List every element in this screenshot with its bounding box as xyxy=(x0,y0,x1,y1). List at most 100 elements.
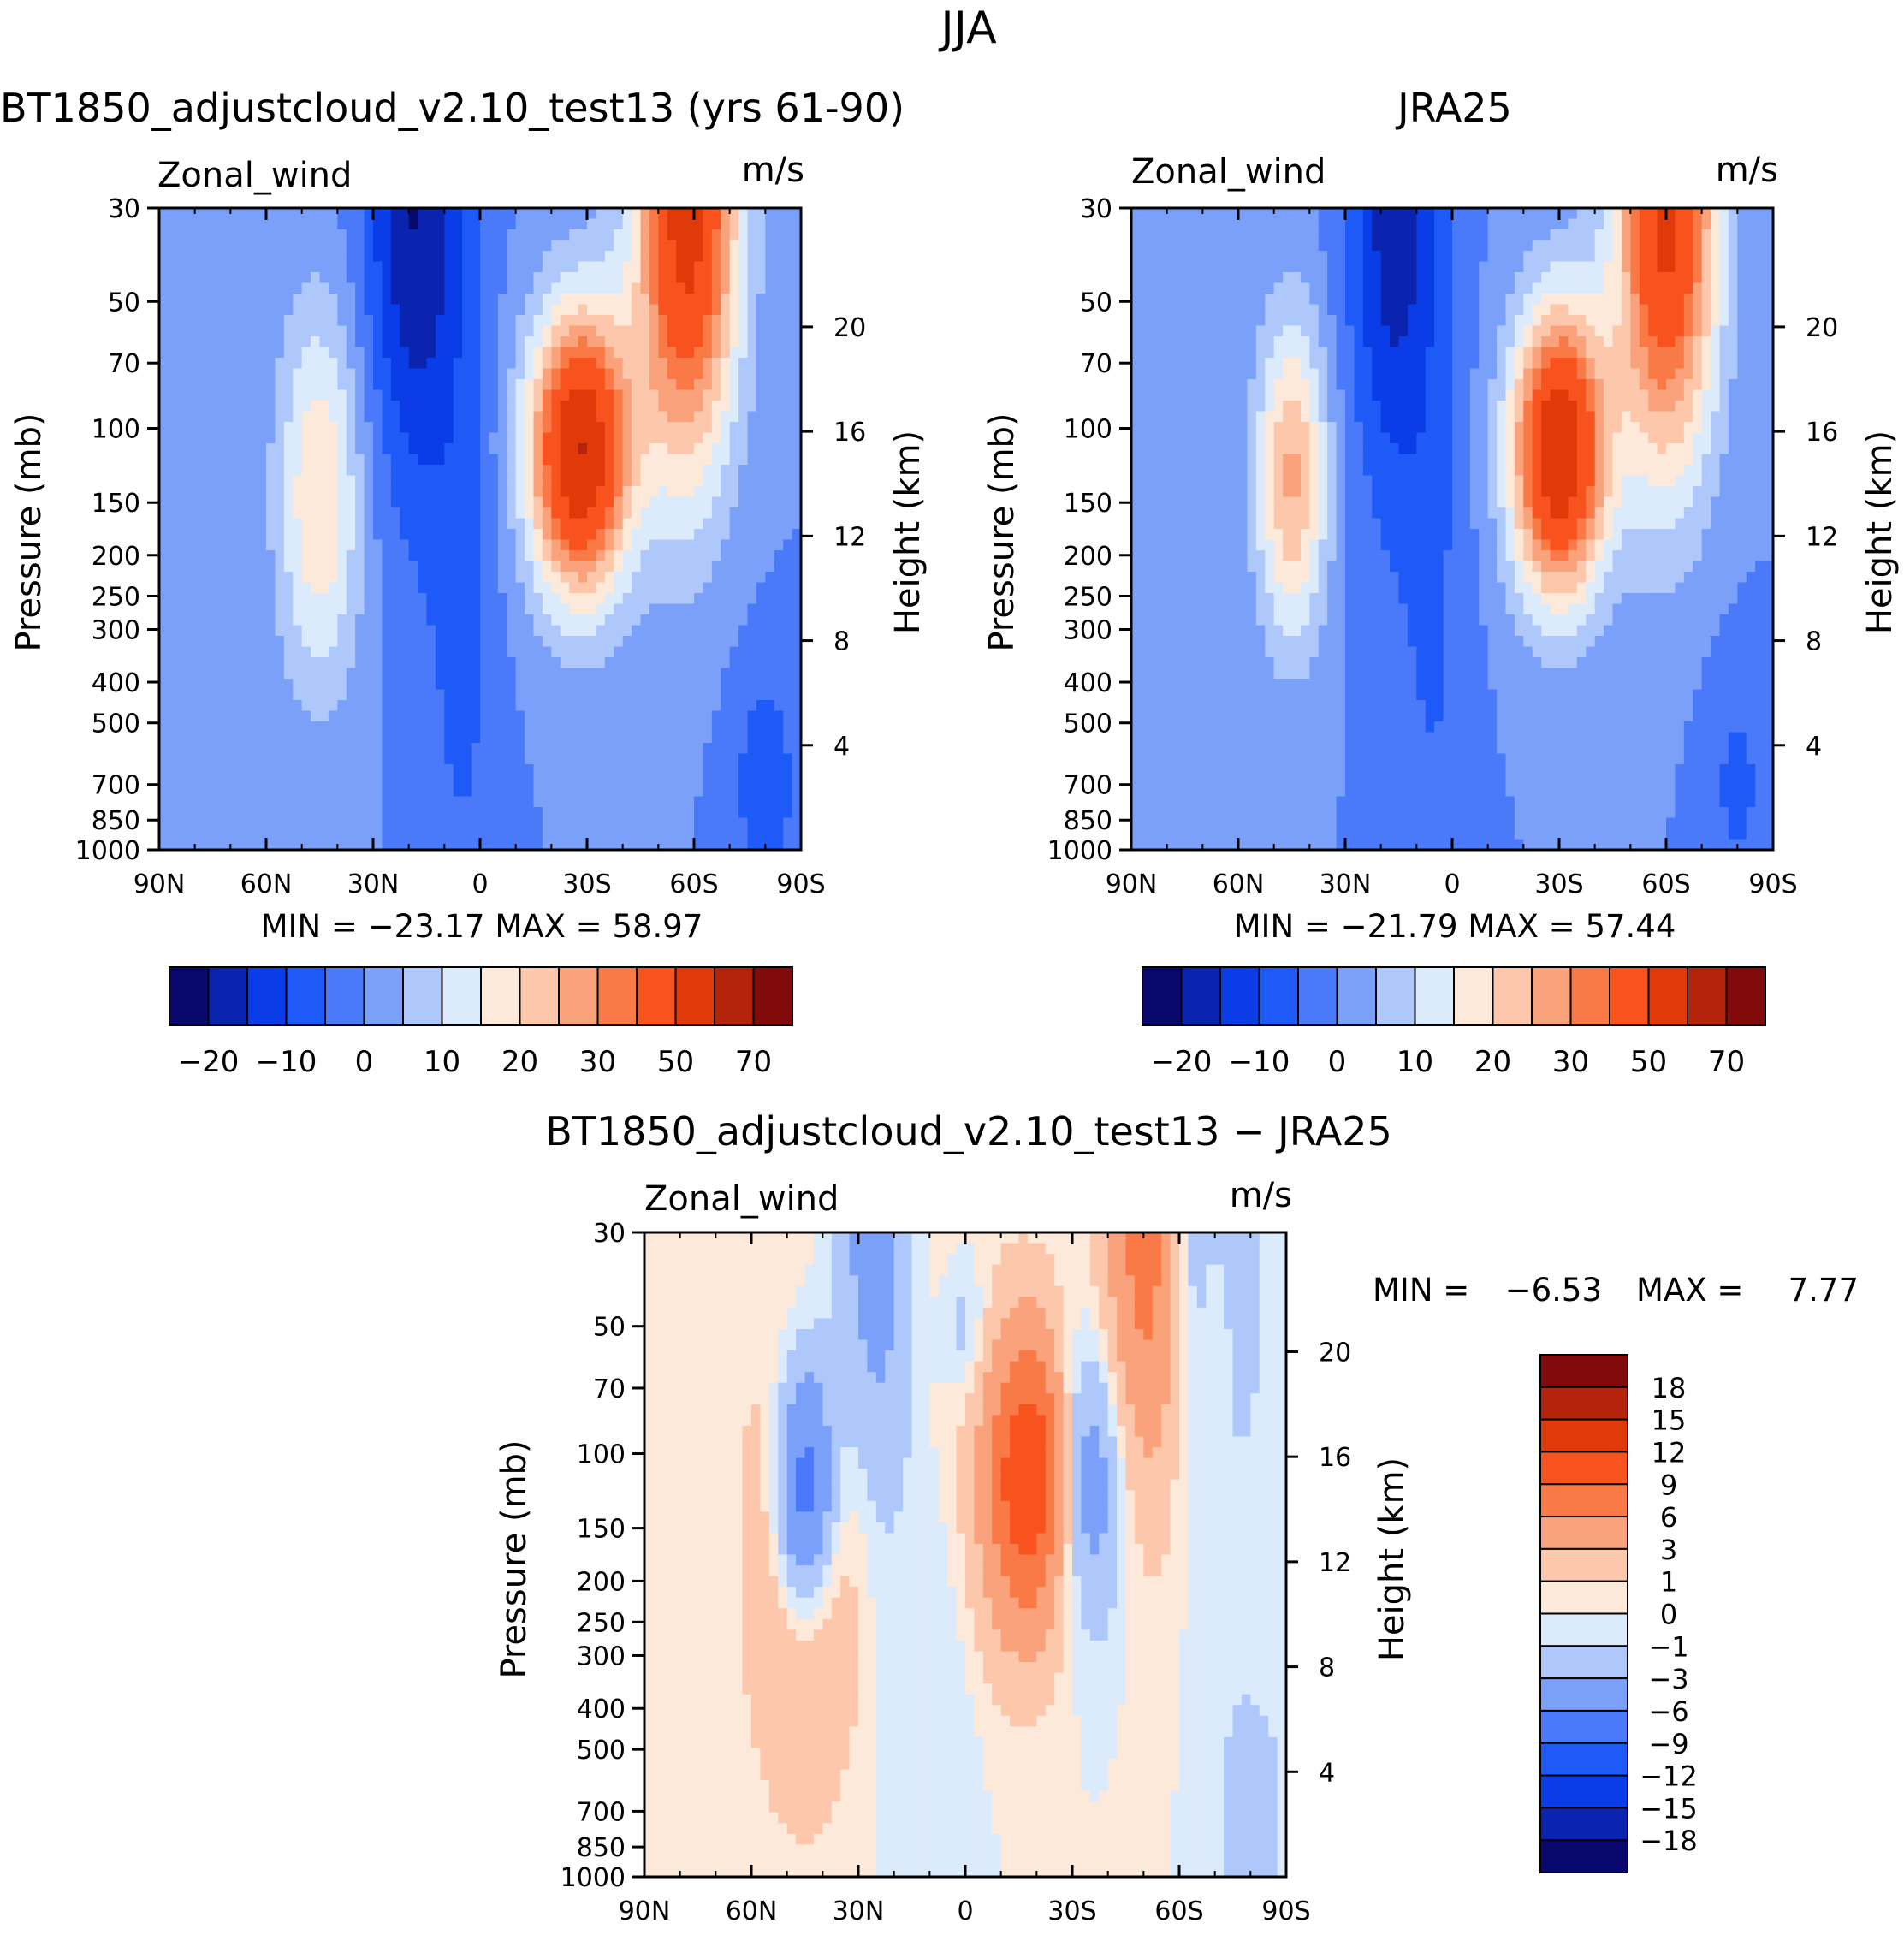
field-cell xyxy=(729,518,739,530)
field-cell xyxy=(462,325,472,337)
field-cell xyxy=(1184,582,1195,594)
field-cell xyxy=(293,561,303,573)
field-cell xyxy=(257,432,267,444)
field-cell xyxy=(168,261,178,273)
field-cell xyxy=(444,614,454,626)
field-cell xyxy=(301,807,311,819)
field-cell xyxy=(453,786,463,798)
field-cell xyxy=(667,422,677,434)
field-cell xyxy=(1184,411,1195,423)
field-cell xyxy=(1176,561,1186,573)
field-cell xyxy=(301,358,311,370)
field-cell xyxy=(408,465,418,477)
field-cell xyxy=(346,679,356,691)
field-cell xyxy=(489,294,499,306)
field-cell xyxy=(711,208,721,220)
field-cell xyxy=(1158,229,1168,241)
field-cell xyxy=(685,753,695,765)
field-cell xyxy=(729,700,739,712)
field-cell xyxy=(658,775,668,786)
field-cell xyxy=(311,368,321,380)
field-cell xyxy=(533,218,543,230)
field-cell xyxy=(462,272,472,284)
field-cell xyxy=(266,625,276,637)
field-cell xyxy=(1184,294,1195,306)
field-cell xyxy=(765,668,775,680)
field-cell xyxy=(176,700,187,712)
field-cell xyxy=(248,358,258,370)
field-cell xyxy=(765,786,775,798)
field-cell xyxy=(266,786,276,798)
field-cell xyxy=(783,764,793,776)
field-cell xyxy=(711,486,721,498)
field-cell xyxy=(542,422,552,434)
field-cell xyxy=(551,839,561,851)
field-cell xyxy=(159,389,169,401)
field-cell xyxy=(542,315,552,327)
field-cell xyxy=(337,657,347,669)
field-cell xyxy=(212,743,222,755)
field-cell xyxy=(497,304,507,316)
field-cell xyxy=(711,668,721,680)
field-cell xyxy=(1131,743,1142,755)
field-cell xyxy=(658,539,668,551)
field-cell xyxy=(703,465,713,477)
field-cell xyxy=(756,240,766,252)
field-cell xyxy=(756,603,766,615)
field-cell xyxy=(533,282,543,294)
field-cell xyxy=(658,646,668,658)
field-cell xyxy=(1131,689,1142,701)
field-cell xyxy=(355,368,365,380)
field-cell xyxy=(667,347,677,359)
field-cell xyxy=(667,208,677,220)
field-cell xyxy=(186,668,196,680)
field-cell xyxy=(729,625,739,637)
field-cell xyxy=(632,625,642,637)
field-cell xyxy=(783,218,793,230)
field-cell xyxy=(293,807,303,819)
field-cell xyxy=(525,817,535,829)
field-cell xyxy=(355,786,365,798)
field-cell xyxy=(756,294,766,306)
field-cell xyxy=(560,657,570,669)
field-cell xyxy=(1158,786,1168,798)
field-cell xyxy=(328,454,338,466)
field-cell xyxy=(248,625,258,637)
field-cell xyxy=(756,732,766,744)
field-cell xyxy=(507,304,517,316)
field-cell xyxy=(408,775,418,786)
field-cell xyxy=(382,507,392,519)
field-cell xyxy=(694,550,704,562)
field-cell xyxy=(328,304,338,316)
field-cell xyxy=(792,507,802,519)
field-cell xyxy=(186,732,196,744)
field-cell xyxy=(186,807,196,819)
field-cell xyxy=(212,593,222,605)
field-cell xyxy=(159,379,169,391)
field-cell xyxy=(774,389,784,401)
field-cell xyxy=(1131,764,1142,776)
field-cell xyxy=(578,775,588,786)
field-cell xyxy=(204,251,214,263)
field-cell xyxy=(792,753,802,765)
colorbar-label: 50 xyxy=(657,1045,694,1079)
field-cell xyxy=(283,796,294,808)
field-cell xyxy=(355,753,365,765)
field-cell xyxy=(275,625,285,637)
field-cell xyxy=(783,668,793,680)
field-cell xyxy=(408,379,418,391)
field-cell xyxy=(186,422,196,434)
field-cell xyxy=(400,422,410,434)
field-cell xyxy=(747,368,757,380)
field-cell xyxy=(400,465,410,477)
field-cell xyxy=(230,251,240,263)
field-cell xyxy=(587,753,597,765)
field-cell xyxy=(765,636,775,648)
field-cell xyxy=(453,646,463,658)
field-cell xyxy=(239,304,249,316)
field-cell xyxy=(390,828,400,840)
field-cell xyxy=(408,764,418,776)
field-cell xyxy=(596,753,606,765)
field-cell xyxy=(658,379,668,391)
field-cell xyxy=(578,315,588,327)
